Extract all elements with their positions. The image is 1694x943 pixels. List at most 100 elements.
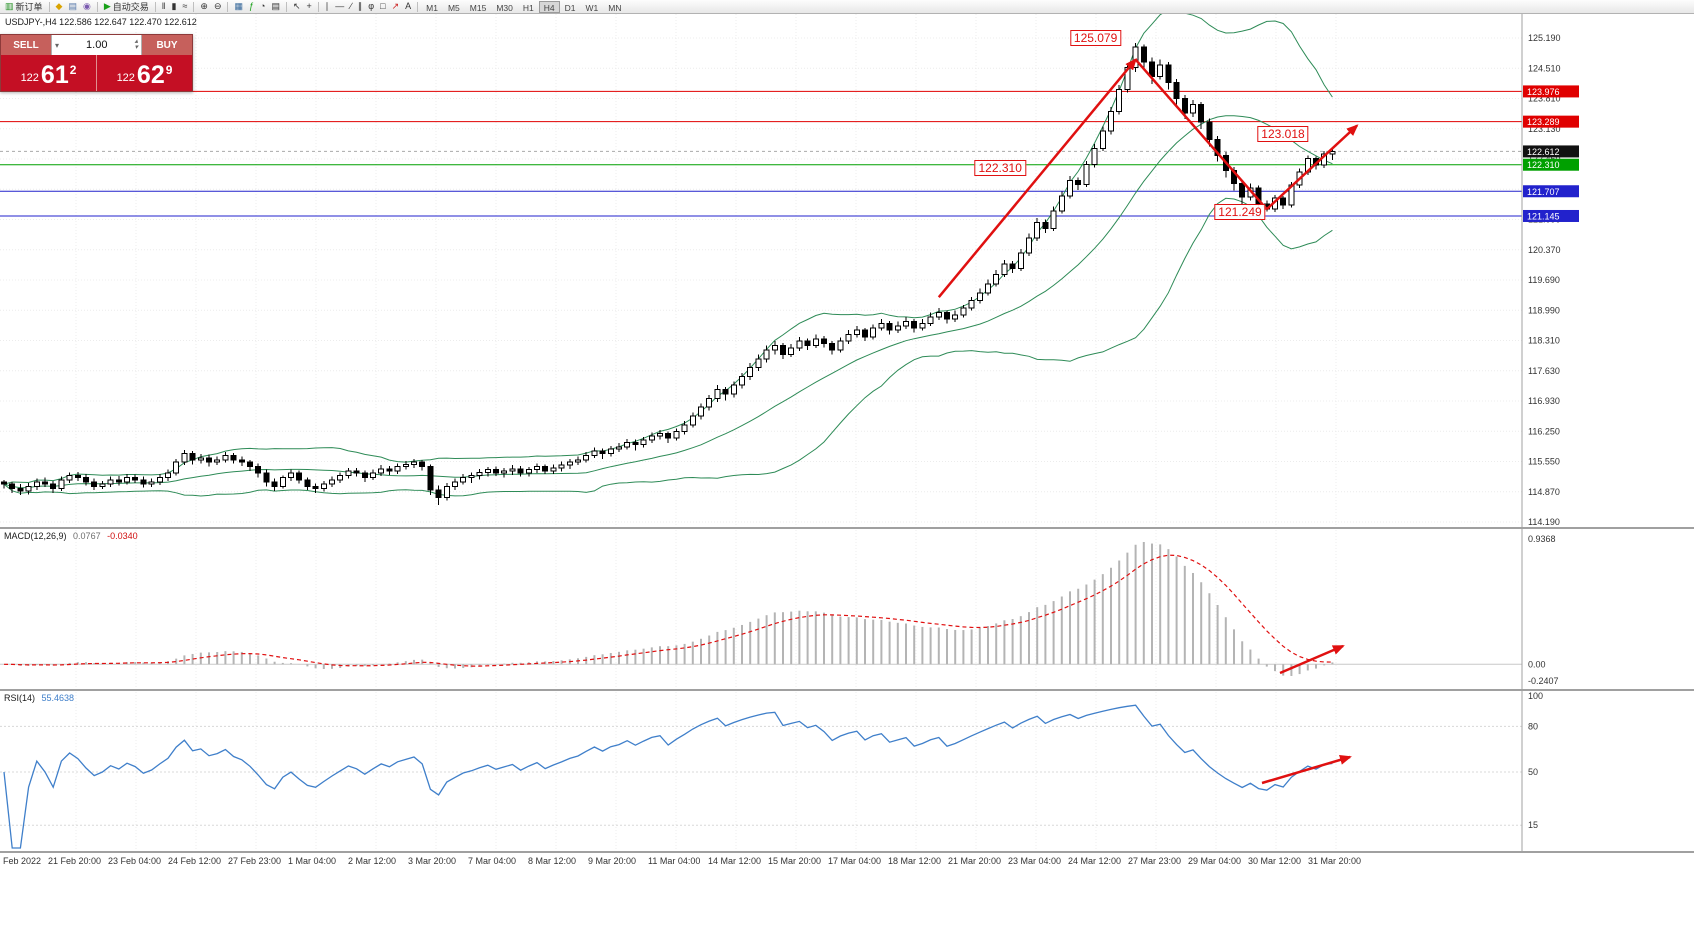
candlestick-chart-icon[interactable]: ▮ xyxy=(168,0,179,13)
templates-icon[interactable]: ▤ xyxy=(268,0,283,13)
macd-trend-arrow[interactable] xyxy=(1279,644,1345,675)
price-axis-label: 114.190 xyxy=(1528,517,1560,527)
bear-candle-body xyxy=(911,320,918,329)
trend-arrow-line[interactable] xyxy=(1134,58,1268,210)
volume-value[interactable]: 1.00 xyxy=(86,39,108,51)
fibonacci-icon[interactable]: φ xyxy=(365,0,377,13)
price-axis-tag-label: 123.289 xyxy=(1527,117,1560,127)
trendline-icon-glyph: ∕ xyxy=(350,1,352,11)
volume-control[interactable]: ▾ 1.00 ▴ ▾ xyxy=(51,35,142,55)
bear-candle-body xyxy=(74,474,81,479)
zoom-in-icon-glyph: ⊕ xyxy=(200,1,208,11)
macd-axis-label: -0.2407 xyxy=(1528,676,1559,686)
price-axis-tag xyxy=(1523,209,1579,222)
sell-price-display[interactable]: 122 61 2 xyxy=(1,55,97,91)
bull-candle-body xyxy=(575,459,581,463)
cursor-icon[interactable]: ↖ xyxy=(290,0,304,13)
autotrading-button[interactable]: ▶ 自动交易 xyxy=(101,0,152,13)
time-axis-label: 8 Mar 12:00 xyxy=(528,856,577,866)
bull-candle-body xyxy=(845,334,852,342)
trendline-icon[interactable]: ∕ xyxy=(347,0,355,13)
channel-icon-glyph: ∥ xyxy=(357,1,363,11)
indicators-icon[interactable]: ƒ xyxy=(246,0,257,13)
bollinger-middle-band xyxy=(3,115,1333,489)
bull-candle-body xyxy=(107,479,114,485)
text-icon[interactable]: A xyxy=(402,0,414,13)
bull-candle-body xyxy=(378,468,385,474)
timeframe-d1[interactable]: D1 xyxy=(564,2,576,13)
trend-arrow-line[interactable] xyxy=(1265,124,1359,211)
bull-candle-body xyxy=(460,477,467,483)
bull-candle-body xyxy=(411,461,417,465)
bull-candle-body xyxy=(870,327,877,338)
line-chart-icon[interactable]: ≈ xyxy=(179,0,190,13)
timeframe-m30[interactable]: M30 xyxy=(496,2,513,13)
bull-candle-body xyxy=(903,320,909,327)
rsi-trend-arrow[interactable] xyxy=(1261,755,1352,785)
price-axis-label: 119.690 xyxy=(1528,275,1560,285)
tile-windows-icon-glyph: ▦ xyxy=(234,1,243,11)
volume-stepper[interactable]: ▴ ▾ xyxy=(134,38,138,51)
mql5-community-icon[interactable]: ◆ xyxy=(53,0,66,13)
timeframe-h1[interactable]: H1 xyxy=(522,2,534,13)
new-order-button[interactable]: ▥ 新订单 xyxy=(2,0,46,13)
timeframe-m15[interactable]: M15 xyxy=(469,2,487,13)
price-axis-label: 116.930 xyxy=(1528,396,1560,406)
zoom-in-icon[interactable]: ⊕ xyxy=(197,0,211,13)
zoom-out-icon[interactable]: ⊖ xyxy=(211,0,225,13)
trend-arrow-line[interactable] xyxy=(937,58,1137,298)
timeframe-mn[interactable]: MN xyxy=(608,2,622,13)
depth-of-market-icon-glyph: ▤ xyxy=(68,1,77,11)
bull-candle-body xyxy=(566,461,573,466)
depth-of-market-icon[interactable]: ▤ xyxy=(65,0,80,13)
bull-candle-body xyxy=(66,474,73,481)
bull-candle-body xyxy=(616,446,622,450)
sell-button[interactable]: SELL xyxy=(1,35,51,55)
bull-candle-body xyxy=(755,358,762,369)
bear-candle-body xyxy=(206,457,212,463)
time-axis-label: 15 Mar 20:00 xyxy=(768,856,822,866)
vertical-line-icon-glyph: ∣ xyxy=(324,1,330,11)
price-axis-tag xyxy=(1523,115,1579,128)
shapes-icon-glyph: □ xyxy=(380,1,386,11)
bull-candle-body xyxy=(156,477,163,483)
timeframe-m5[interactable]: M5 xyxy=(447,2,460,13)
horizontal-line-icon[interactable]: ― xyxy=(332,0,347,13)
time-axis-label: 2 Mar 12:00 xyxy=(348,856,397,866)
shapes-icon[interactable]: □ xyxy=(377,0,388,13)
periods-icon[interactable]: ◔ xyxy=(257,0,268,13)
trade-panel-quote-row: 122 61 2 122 62 9 xyxy=(1,55,192,91)
bear-candle-body xyxy=(1280,197,1287,206)
tile-windows-icon[interactable]: ▦ xyxy=(231,0,246,13)
timeframe-w1[interactable]: W1 xyxy=(585,2,599,13)
price-callout: 125.079 xyxy=(1069,29,1122,46)
bull-candle-body xyxy=(525,469,532,474)
volume-up-icon[interactable]: ▴ xyxy=(134,38,138,45)
time-axis-label: 3 Mar 20:00 xyxy=(408,856,457,866)
templates-icon-glyph: ▤ xyxy=(271,1,280,11)
buy-button[interactable]: BUY xyxy=(142,35,192,55)
buy-price-display[interactable]: 122 62 9 xyxy=(97,55,192,91)
bear-candle-body xyxy=(263,472,270,483)
volume-dropdown-icon[interactable]: ▾ xyxy=(55,40,60,50)
crosshair-icon[interactable]: + xyxy=(304,0,315,13)
price-axis-label: 114.870 xyxy=(1528,487,1560,497)
sell-price-handle: 122 xyxy=(20,72,39,84)
candles-layer xyxy=(1,42,1336,505)
channel-icon[interactable]: ∥ xyxy=(355,0,366,13)
price-axis-label: 124.510 xyxy=(1528,63,1561,73)
time-axis-label: 1 Mar 04:00 xyxy=(288,856,337,866)
timeframe-h4[interactable]: H4 xyxy=(538,0,560,13)
bear-candle-body xyxy=(944,312,950,320)
vertical-line-icon[interactable]: ∣ xyxy=(322,0,333,13)
timeframe-m1[interactable]: M1 xyxy=(426,2,438,13)
time-axis-label: 27 Mar 23:00 xyxy=(1128,856,1182,866)
bull-candle-body xyxy=(919,323,926,329)
new-order-button-glyph: ▥ xyxy=(5,1,14,11)
bull-candle-body xyxy=(788,347,795,355)
signals-icon[interactable]: ◉ xyxy=(80,0,94,13)
bear-candle-body xyxy=(115,479,122,483)
arrows-icon[interactable]: ↗ xyxy=(389,0,403,13)
volume-down-icon[interactable]: ▾ xyxy=(134,44,138,51)
bar-chart-icon[interactable]: ‖ xyxy=(159,0,169,13)
